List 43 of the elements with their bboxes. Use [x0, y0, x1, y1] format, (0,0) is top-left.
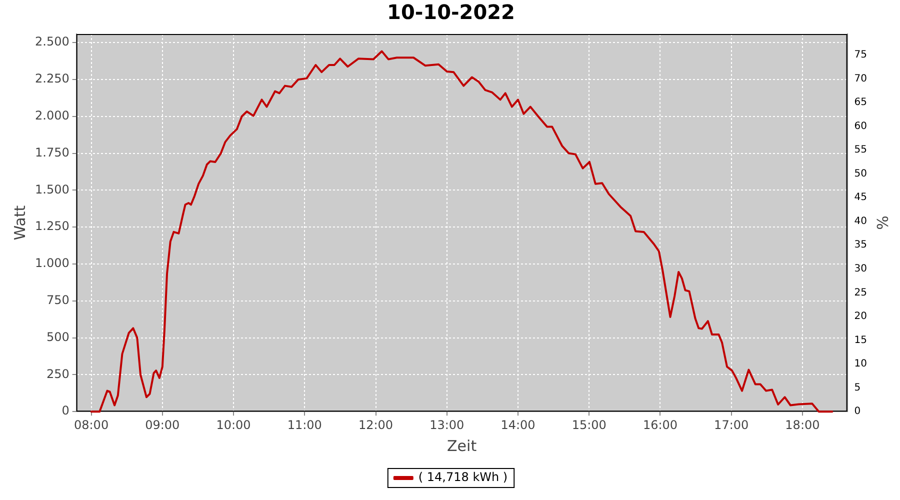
y-tick-label: 2.250 — [34, 72, 70, 86]
y-tick-label: 1.000 — [34, 256, 70, 270]
chart-title: 10-10-2022 — [387, 0, 515, 24]
y2-tick-label: 65 — [854, 97, 868, 108]
y-axis-title: Watt — [10, 205, 29, 240]
y-tick-label: 1.500 — [34, 182, 70, 196]
y2-tick-label: 50 — [854, 168, 868, 180]
y-tick-label: 1.250 — [34, 219, 70, 234]
y-tick-label: 0 — [62, 404, 70, 418]
y2-tick-label: 70 — [854, 73, 868, 84]
x-axis-title: Zeit — [447, 436, 477, 455]
y2-tick-label: 35 — [854, 240, 868, 251]
y2-tick-label: 45 — [854, 192, 868, 204]
x-tick-label: 18:00 — [785, 418, 820, 432]
y2-tick-label: 55 — [854, 144, 868, 156]
y2-tick-label: 75 — [854, 50, 868, 61]
y2-tick-label: 30 — [854, 264, 868, 275]
x-tick-label: 16:00 — [642, 418, 678, 432]
y2-tick-label: 5 — [854, 382, 861, 394]
y2-tick-label: 0 — [854, 406, 861, 418]
y-tick-label: 2.000 — [34, 108, 70, 122]
y2-tick-label: 25 — [854, 287, 868, 298]
x-tick-label: 11:00 — [287, 418, 322, 432]
y-tick-label: 250 — [46, 366, 70, 381]
x-tick-label: 15:00 — [572, 418, 606, 432]
y2-tick-label: 15 — [854, 334, 868, 346]
y2-axis-title: % — [873, 216, 892, 230]
y2-tick-label: 60 — [854, 120, 868, 132]
y-tick-label: 2.500 — [34, 34, 70, 49]
x-tick-label: 12:00 — [358, 418, 394, 432]
legend-label: ( 14,718 kWh ) — [418, 470, 508, 484]
x-tick-label: 08:00 — [74, 418, 109, 432]
y2-tick-label: 10 — [854, 358, 868, 370]
x-tick-label: 17:00 — [714, 418, 749, 432]
y-tick-label: 500 — [46, 330, 70, 344]
x-tick-label: 13:00 — [430, 418, 464, 432]
y2-tick-label: 20 — [854, 311, 868, 322]
y-tick-label: 750 — [46, 293, 70, 308]
y2-tick-label: 40 — [854, 216, 868, 227]
y-tick-label: 1.750 — [34, 145, 70, 160]
x-tick-label: 10:00 — [216, 418, 251, 432]
x-tick-label: 14:00 — [500, 418, 536, 432]
x-tick-label: 09:00 — [145, 418, 180, 432]
